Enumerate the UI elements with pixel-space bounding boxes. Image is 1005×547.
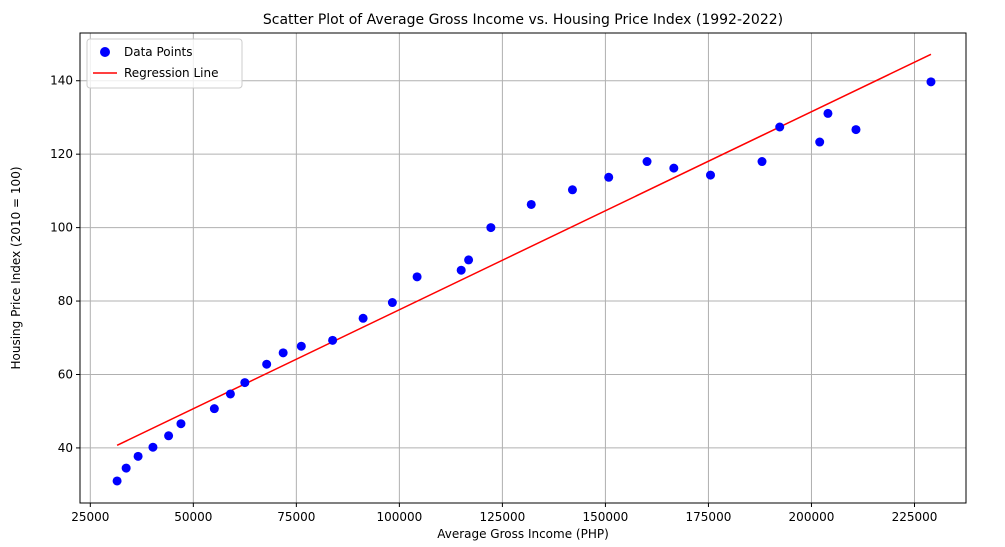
x-tick-label: 75000 — [277, 510, 315, 524]
data-point — [133, 451, 143, 461]
data-point — [669, 163, 679, 173]
data-point — [823, 108, 833, 118]
x-axis-label: Average Gross Income (PHP) — [437, 527, 609, 541]
plot-area-frame — [79, 32, 967, 504]
data-point — [757, 157, 767, 167]
data-points-layer — [112, 77, 936, 486]
legend-label-data-points: Data Points — [124, 45, 193, 59]
y-axis-ticks: 40 60 80 100 120 140 — [50, 74, 80, 455]
x-tick-label: 100000 — [376, 510, 422, 524]
data-point — [706, 170, 716, 180]
legend-marker-data-points — [100, 47, 110, 57]
y-tick-label: 140 — [50, 74, 73, 88]
data-point — [526, 199, 536, 209]
data-point — [775, 122, 785, 132]
data-point — [412, 272, 422, 282]
data-point — [148, 442, 158, 452]
data-point — [328, 335, 338, 345]
x-tick-label: 50000 — [174, 510, 212, 524]
data-point — [926, 77, 936, 87]
chart-title: Scatter Plot of Average Gross Income vs.… — [263, 12, 783, 28]
x-tick-label: 200000 — [789, 510, 835, 524]
data-point — [164, 431, 174, 441]
data-point — [642, 157, 652, 167]
y-tick-label: 80 — [58, 294, 73, 308]
data-point — [464, 255, 474, 265]
y-tick-label: 40 — [58, 441, 73, 455]
data-point — [815, 137, 825, 147]
data-point — [278, 348, 288, 358]
data-point — [358, 313, 368, 323]
x-tick-label: 150000 — [583, 510, 629, 524]
y-axis-label: Housing Price Index (2010 = 100) — [9, 166, 23, 369]
x-axis-ticks: 25000 50000 75000 100000 125000 150000 175000 2… — [71, 503, 937, 524]
data-point — [486, 223, 496, 233]
x-tick-label: 175000 — [686, 510, 732, 524]
regression-line — [116, 53, 932, 447]
x-tick-label: 125000 — [479, 510, 525, 524]
regression-line-layer — [116, 53, 932, 447]
x-tick-label: 225000 — [892, 510, 938, 524]
data-point — [112, 476, 122, 486]
legend-label-regression-line: Regression Line — [124, 66, 218, 80]
data-point — [176, 419, 186, 429]
data-point — [240, 378, 250, 388]
y-tick-label: 120 — [50, 147, 73, 161]
data-point — [604, 172, 614, 182]
data-point — [851, 125, 861, 135]
x-tick-label: 25000 — [71, 510, 109, 524]
data-point — [567, 185, 577, 195]
data-point — [121, 463, 131, 473]
legend-box — [86, 38, 243, 89]
data-point — [296, 341, 306, 351]
data-point — [262, 359, 272, 369]
data-point — [209, 404, 219, 414]
y-tick-label: 60 — [58, 367, 73, 381]
data-point — [225, 389, 235, 399]
data-point — [456, 265, 466, 275]
legend: Data Points Regression Line — [86, 38, 243, 89]
y-tick-label: 100 — [50, 221, 73, 235]
data-point — [387, 298, 397, 308]
